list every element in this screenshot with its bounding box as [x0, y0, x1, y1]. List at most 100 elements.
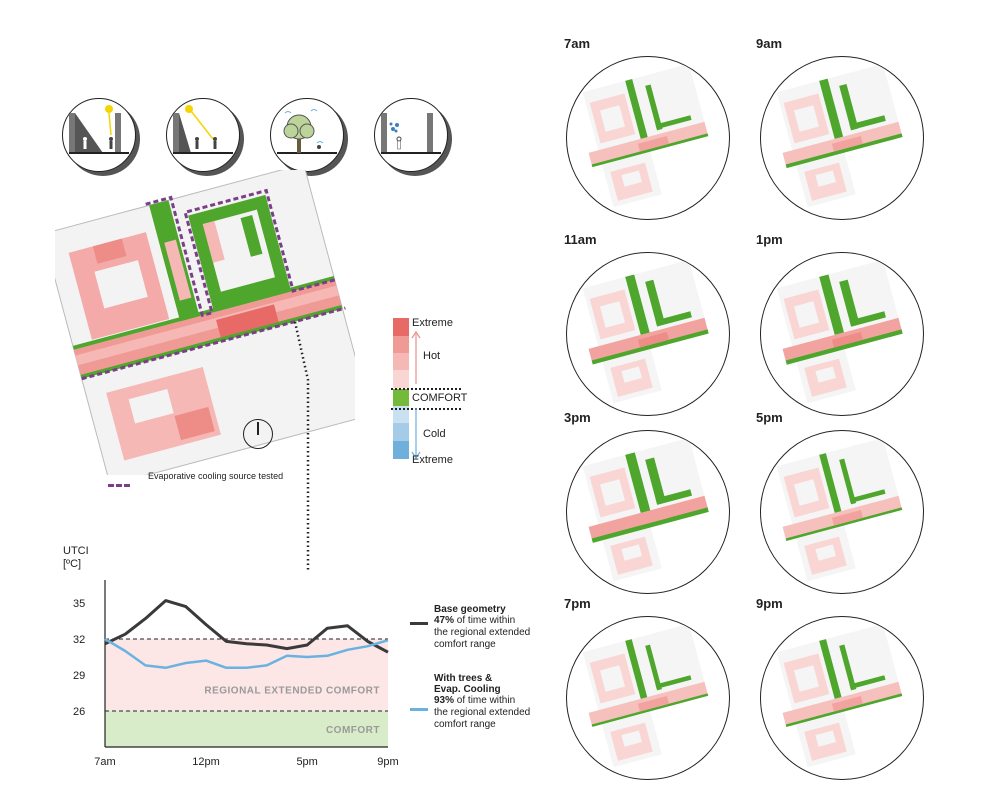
time-map-7am: [566, 56, 730, 220]
legend-base-percent: 47%: [434, 615, 455, 626]
mini-upper-left-court: [599, 479, 625, 506]
x-tick-0: 7am: [94, 756, 115, 768]
time-map-9am: [760, 56, 924, 220]
mini-green-bottom: [655, 311, 692, 327]
time-label-1pm: 1pm: [756, 232, 783, 247]
mini-hotspot: [831, 332, 863, 348]
x-tick-2: 5pm: [296, 756, 317, 768]
time-label-7am: 7am: [564, 36, 591, 51]
time-label-7pm: 7pm: [564, 596, 591, 611]
legend-trees-desc3: comfort range: [434, 719, 496, 730]
legend-trees-desc: of time within: [454, 695, 516, 706]
mini-upper-left-court: [599, 301, 625, 328]
mini-green-right: [839, 83, 859, 131]
legend-base: Base geometry 47% of time within the reg…: [434, 604, 584, 651]
mini-green-bottom: [849, 115, 886, 131]
mini-green-street-edge: [591, 693, 709, 727]
time-label-9pm: 9pm: [756, 596, 783, 611]
comfort-dash-box: [391, 388, 461, 410]
scale-cold-2: [393, 423, 409, 441]
mini-green-right: [645, 457, 666, 505]
series-line-0: [104, 599, 389, 654]
mini-green-right: [839, 458, 857, 505]
time-label-11am: 11am: [564, 232, 597, 247]
mini-map-group: [776, 623, 903, 768]
mini-green-street-edge: [785, 329, 903, 365]
mini-hotspot: [831, 510, 863, 526]
mini-green-right: [645, 279, 666, 327]
scale-hot-4: [393, 370, 409, 388]
mini-green-corridor: [625, 452, 651, 513]
shade-wall-icon: [62, 98, 136, 172]
mini-green-bottom: [849, 489, 886, 504]
site-heatmap: [55, 170, 355, 475]
hot-arrow-icon: [411, 330, 421, 384]
mini-green-corridor: [625, 274, 650, 335]
mini-lower-court: [815, 170, 836, 187]
mini-green-corridor: [819, 453, 842, 513]
band-label-1: COMFORT: [326, 725, 380, 736]
evaporative-mist-icon: [374, 98, 448, 172]
time-map-11am: [566, 252, 730, 416]
time-label-3pm: 3pm: [564, 410, 591, 425]
mini-green-right: [645, 84, 663, 131]
mini-green-bottom: [655, 115, 692, 130]
mini-green-right: [645, 644, 662, 691]
legend-trees-desc2: the regional extended: [434, 707, 531, 718]
mini-green-corridor: [819, 639, 842, 699]
mini-map-group: [582, 437, 709, 582]
scale-hot-1: [393, 318, 409, 336]
sun-exposure-icon: [166, 98, 240, 172]
legend-base-swatch: [410, 622, 428, 625]
scale-label-hot: Hot: [423, 350, 441, 362]
connector-line: [293, 321, 310, 570]
legend-trees-percent: 93%: [434, 695, 455, 706]
time-map-7pm: [566, 616, 730, 780]
scale-hot-3: [393, 353, 409, 370]
scale-label-extreme-cold: Extreme: [412, 454, 453, 466]
mini-upper-left-court: [599, 105, 625, 132]
mini-map-group: [776, 437, 903, 582]
mini-green-street-edge: [785, 693, 903, 728]
mini-upper-left-court: [793, 665, 819, 692]
mini-green-bottom: [849, 675, 886, 690]
mini-green-street-edge: [591, 133, 709, 168]
mini-upper-left-court: [599, 665, 625, 692]
mini-green-corridor: [819, 274, 844, 335]
y-axis-label: UTCI: [63, 545, 89, 557]
y-tick-1: 32: [73, 634, 85, 646]
time-map-9pm: [760, 616, 924, 780]
mini-green-bottom: [655, 489, 693, 505]
mini-green-bottom: [655, 675, 692, 689]
mini-green-corridor: [625, 79, 648, 139]
legend-base-title: Base geometry: [434, 604, 506, 615]
mini-map-group: [582, 623, 709, 768]
x-tick-1: 12pm: [192, 756, 220, 768]
mini-hotspot: [637, 332, 669, 348]
cold-arrow-icon: [411, 408, 421, 460]
legend-trees-title2: Evap. Cooling: [434, 684, 501, 695]
mini-lower-court: [815, 366, 836, 383]
mini-hotspot: [831, 136, 863, 152]
mini-green-right: [839, 279, 860, 327]
scale-hot-2: [393, 336, 409, 353]
mini-hotspot: [637, 510, 669, 526]
scale-label-cold: Cold: [423, 428, 446, 440]
mini-green-corridor: [819, 78, 844, 139]
mini-green-right: [839, 644, 857, 691]
time-map-3pm: [566, 430, 730, 594]
time-label-5pm: 5pm: [756, 410, 783, 425]
legend-trees: With trees & Evap. Cooling 93% of time w…: [434, 673, 584, 731]
y-axis-unit: [ºC]: [63, 558, 81, 570]
mini-lower-court: [621, 730, 642, 747]
band-label-0: REGIONAL EXTENDED COMFORT: [204, 685, 380, 696]
mini-green-street-edge: [591, 507, 709, 543]
mini-lower-court: [815, 544, 836, 561]
time-label-9am: 9am: [756, 36, 783, 51]
mini-map-group: [582, 63, 709, 208]
mini-upper-left-court: [793, 105, 819, 132]
mini-upper-left-court: [793, 301, 819, 328]
mini-green-corridor: [625, 639, 648, 699]
evaporative-source-note: Evaporative cooling source tested: [148, 471, 284, 481]
mini-upper-left-court: [793, 479, 819, 506]
